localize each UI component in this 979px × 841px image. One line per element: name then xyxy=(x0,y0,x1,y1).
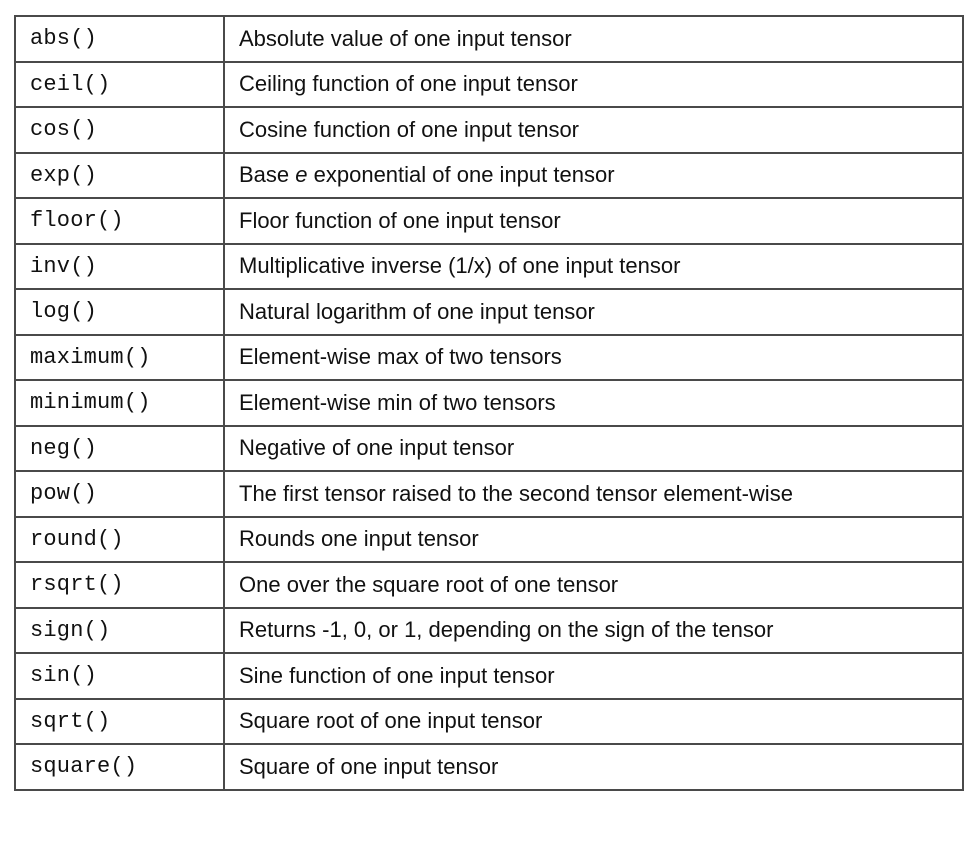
tensor-math-operations-table: abs() Absolute value of one input tensor… xyxy=(14,15,964,791)
function-name-cell: floor() xyxy=(14,197,225,245)
table-row: cos() Cosine function of one input tenso… xyxy=(14,106,964,154)
table-row: inv() Multiplicative inverse (1/x) of on… xyxy=(14,242,964,290)
description-cell: Sine function of one input tensor xyxy=(223,652,964,700)
function-name-cell: neg() xyxy=(14,424,225,472)
table-row: rsqrt() One over the square root of one … xyxy=(14,561,964,609)
table-row: neg() Negative of one input tensor xyxy=(14,424,964,472)
description-cell: One over the square root of one tensor xyxy=(223,561,964,609)
description-cell: Element-wise max of two tensors xyxy=(223,333,964,381)
function-name-cell: pow() xyxy=(14,470,225,518)
description-cell: Negative of one input tensor xyxy=(223,424,964,472)
description-cell: Ceiling function of one input tensor xyxy=(223,60,964,108)
table-row: log() Natural logarithm of one input ten… xyxy=(14,288,964,336)
table-row: square() Square of one input tensor xyxy=(14,743,964,791)
table-row: exp() Base e exponential of one input te… xyxy=(14,151,964,199)
table-row: pow() The first tensor raised to the sec… xyxy=(14,470,964,518)
description-cell: The first tensor raised to the second te… xyxy=(223,470,964,518)
description-cell: Base e exponential of one input tensor xyxy=(223,151,964,199)
description-cell: Natural logarithm of one input tensor xyxy=(223,288,964,336)
function-name-cell: square() xyxy=(14,743,225,791)
description-cell: Floor function of one input tensor xyxy=(223,197,964,245)
function-name-cell: sin() xyxy=(14,652,225,700)
function-name-cell: rsqrt() xyxy=(14,561,225,609)
function-name-cell: log() xyxy=(14,288,225,336)
function-name-cell: exp() xyxy=(14,151,225,199)
description-cell: Absolute value of one input tensor xyxy=(223,15,964,63)
function-name-cell: sign() xyxy=(14,606,225,654)
table-row: sign() Returns -1, 0, or 1, depending on… xyxy=(14,606,964,654)
description-cell: Multiplicative inverse (1/x) of one inpu… xyxy=(223,242,964,290)
table-row: maximum() Element-wise max of two tensor… xyxy=(14,333,964,381)
table-row: sqrt() Square root of one input tensor xyxy=(14,697,964,745)
table-row: round() Rounds one input tensor xyxy=(14,515,964,563)
function-name-cell: maximum() xyxy=(14,333,225,381)
description-cell: Square root of one input tensor xyxy=(223,697,964,745)
table-row: ceil() Ceiling function of one input ten… xyxy=(14,60,964,108)
description-cell: Cosine function of one input tensor xyxy=(223,106,964,154)
math-constant-e: e xyxy=(295,162,308,188)
function-name-cell: ceil() xyxy=(14,60,225,108)
description-cell: Square of one input tensor xyxy=(223,743,964,791)
description-cell: Returns -1, 0, or 1, depending on the si… xyxy=(223,606,964,654)
function-name-cell: cos() xyxy=(14,106,225,154)
function-name-cell: inv() xyxy=(14,242,225,290)
table-row: abs() Absolute value of one input tensor xyxy=(14,15,964,63)
table-row: floor() Floor function of one input tens… xyxy=(14,197,964,245)
function-name-cell: minimum() xyxy=(14,379,225,427)
table-row: sin() Sine function of one input tensor xyxy=(14,652,964,700)
function-name-cell: round() xyxy=(14,515,225,563)
function-name-cell: abs() xyxy=(14,15,225,63)
description-cell: Element-wise min of two tensors xyxy=(223,379,964,427)
description-cell: Rounds one input tensor xyxy=(223,515,964,563)
table-row: minimum() Element-wise min of two tensor… xyxy=(14,379,964,427)
function-name-cell: sqrt() xyxy=(14,697,225,745)
